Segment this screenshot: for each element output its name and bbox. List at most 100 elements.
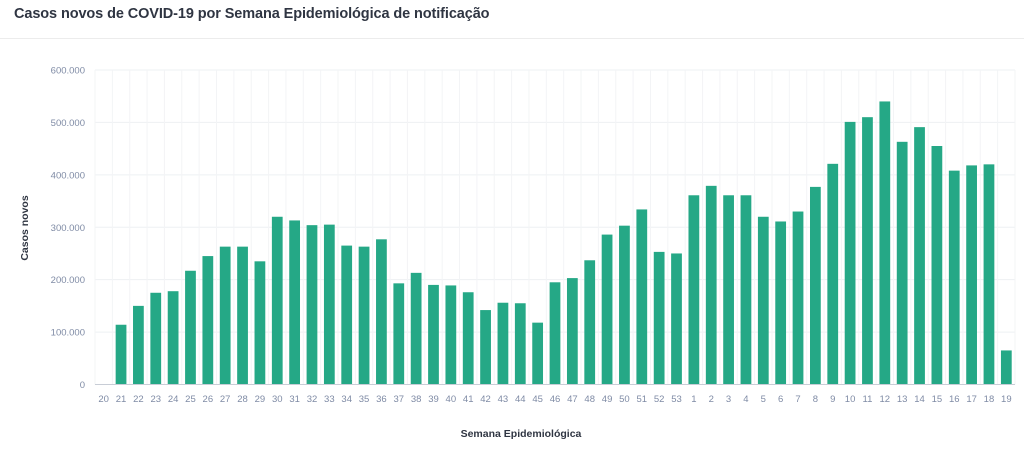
grid-lines (94, 69, 1016, 385)
bar-week-49[interactable] (601, 234, 613, 385)
bar-week-7[interactable] (792, 211, 804, 385)
bar-week-2[interactable] (705, 185, 717, 385)
x-tick-label: 32 (307, 394, 318, 405)
bar-week-10[interactable] (844, 121, 856, 385)
x-tick-label: 28 (237, 394, 248, 405)
x-tick-label: 18 (984, 394, 995, 405)
x-tick-label: 25 (185, 394, 196, 405)
y-tick-label: 400.000 (51, 170, 85, 181)
x-tick-label: 41 (463, 394, 474, 405)
x-tick-label: 33 (324, 394, 335, 405)
bar-week-11[interactable] (862, 117, 873, 385)
chart-title: Casos novos de COVID-19 por Semana Epide… (14, 6, 490, 22)
x-tick-label: 6 (778, 394, 783, 405)
bar-week-40[interactable] (445, 285, 457, 385)
x-tick-label: 48 (584, 394, 595, 405)
x-tick-label: 20 (98, 394, 109, 405)
x-axis-label: Semana Epidemiológica (461, 428, 582, 440)
x-tick-label: 46 (550, 394, 561, 405)
bar-week-45[interactable] (532, 322, 544, 385)
title-divider (0, 38, 1024, 39)
x-tick-label: 5 (761, 394, 766, 405)
y-tick-label: 300.000 (51, 223, 85, 234)
bar-week-22[interactable] (133, 305, 144, 385)
x-tick-label: 1 (691, 394, 696, 405)
bar-week-1[interactable] (688, 195, 700, 385)
bar-week-9[interactable] (827, 163, 839, 385)
bar-week-42[interactable] (480, 310, 491, 385)
x-tick-label: 21 (116, 394, 127, 405)
bar-week-46[interactable] (549, 282, 561, 385)
x-tick-label: 52 (654, 394, 665, 405)
bar-week-29[interactable] (254, 261, 266, 385)
bar-week-35[interactable] (358, 246, 370, 385)
x-tick-label: 11 (863, 394, 873, 405)
bar-week-23[interactable] (150, 292, 162, 385)
bar-week-6[interactable] (775, 221, 787, 385)
bar-week-31[interactable] (289, 220, 301, 385)
bar-week-39[interactable] (428, 284, 439, 385)
bar-week-12[interactable] (879, 101, 891, 385)
bar-week-33[interactable] (323, 224, 335, 385)
x-tick-label: 53 (671, 394, 682, 405)
x-tick-label: 47 (567, 394, 578, 405)
bar-week-8[interactable] (809, 186, 821, 385)
x-tick-label: 14 (914, 394, 925, 405)
bar-week-30[interactable] (271, 216, 283, 385)
x-tick-label: 3 (726, 394, 731, 405)
x-tick-label: 7 (795, 394, 800, 405)
x-tick-label: 43 (498, 394, 509, 405)
bar-week-53[interactable] (671, 253, 682, 385)
bar-week-48[interactable] (584, 260, 596, 385)
bar-week-44[interactable] (514, 303, 526, 385)
bar-week-24[interactable] (167, 291, 179, 385)
bar-week-34[interactable] (341, 245, 353, 385)
x-tick-label: 13 (897, 394, 908, 405)
bar-week-43[interactable] (497, 302, 509, 385)
x-tick-label: 9 (830, 394, 835, 405)
bar-week-14[interactable] (914, 127, 925, 385)
bar-week-19[interactable] (1000, 350, 1012, 385)
bar-week-18[interactable] (983, 164, 995, 385)
bar-week-36[interactable] (376, 239, 387, 385)
x-tick-label: 50 (619, 394, 630, 405)
x-tick-label: 4 (743, 394, 748, 405)
x-tick-label: 12 (880, 394, 891, 405)
bar-week-26[interactable] (202, 256, 214, 385)
x-tick-label: 29 (255, 394, 266, 405)
bar-week-25[interactable] (185, 270, 196, 385)
x-tick-label: 35 (359, 394, 370, 405)
bar-week-13[interactable] (896, 141, 908, 385)
bar-week-47[interactable] (566, 278, 578, 385)
bar-week-17[interactable] (966, 165, 977, 385)
y-tick-label: 100.000 (51, 328, 85, 339)
x-tick-label: 17 (966, 394, 977, 405)
bar-week-38[interactable] (410, 272, 422, 385)
bar-week-5[interactable] (757, 216, 769, 385)
bar-week-28[interactable] (237, 246, 248, 385)
y-tick-label: 500.000 (51, 118, 85, 129)
x-tick-label: 44 (515, 394, 526, 405)
bar-week-50[interactable] (619, 225, 630, 385)
x-tick-label: 15 (932, 394, 943, 405)
bar-week-32[interactable] (306, 225, 318, 385)
bar-week-3[interactable] (723, 195, 734, 385)
bar-week-21[interactable] (115, 324, 127, 385)
bar-week-37[interactable] (393, 283, 405, 385)
bar-week-27[interactable] (219, 246, 231, 385)
bar-week-16[interactable] (948, 170, 960, 385)
y-tick-label: 0 (80, 380, 85, 391)
bar-week-52[interactable] (653, 251, 665, 385)
x-tick-label: 27 (220, 394, 231, 405)
bar-week-41[interactable] (462, 292, 474, 385)
bar-week-4[interactable] (740, 195, 752, 385)
bar-week-15[interactable] (931, 146, 943, 385)
x-tick-label: 8 (813, 394, 818, 405)
x-tick-label: 45 (532, 394, 543, 405)
x-tick-label: 38 (411, 394, 422, 405)
x-tick-label: 10 (845, 394, 856, 405)
y-tick-label: 600.000 (51, 66, 85, 77)
bar-week-51[interactable] (636, 209, 648, 385)
x-tick-label: 31 (289, 394, 300, 405)
